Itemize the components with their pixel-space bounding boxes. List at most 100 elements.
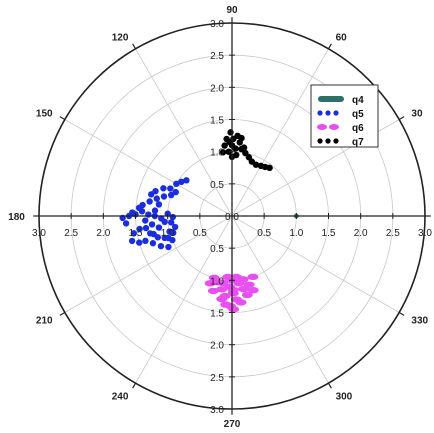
grid-spoke: [135, 48, 233, 217]
data-point: [173, 180, 180, 188]
radial-tick-label: 3.0: [418, 228, 432, 239]
radial-tick-label: 0.5: [210, 180, 224, 191]
angle-label-60: 60: [336, 33, 348, 44]
data-point: [238, 285, 250, 293]
data-point: [146, 198, 153, 205]
data-point: [136, 225, 143, 233]
data-point: [221, 142, 228, 149]
data-point: [155, 224, 163, 231]
legend-swatch: [333, 110, 339, 116]
data-point: [142, 237, 149, 245]
data-point: [167, 191, 175, 199]
legend-item-q4: q4: [318, 95, 364, 106]
series-q7: [219, 129, 273, 172]
radial-tick-label: 1.5: [210, 309, 224, 320]
data-point: [230, 273, 242, 281]
angle-label-330: 330: [411, 316, 428, 327]
data-point: [247, 287, 259, 294]
radial-tick-label: 3.0: [210, 405, 224, 416]
series-q5: [119, 177, 190, 251]
radial-tick-label: 3.0: [210, 19, 224, 30]
data-point: [164, 234, 172, 242]
radial-tick-label: 2.5: [386, 228, 400, 239]
angle-label-90: 90: [226, 5, 238, 16]
data-point: [145, 211, 152, 218]
radial-tick-label: 1.5: [129, 228, 143, 239]
angle-label-180: 180: [8, 212, 25, 223]
angle-label-300: 300: [336, 391, 353, 402]
data-point: [252, 161, 260, 168]
angle-tick: [132, 43, 137, 50]
data-point: [171, 223, 179, 231]
data-point: [135, 204, 143, 212]
radial-tick-label: 2.0: [354, 228, 368, 239]
radial-tick-label: 0.5: [210, 244, 224, 255]
radial-tick-label: 0.5: [257, 228, 271, 239]
angle-tick: [327, 382, 332, 389]
radial-tick-label: 2.5: [210, 51, 224, 62]
data-point: [225, 148, 232, 155]
angle-label-120: 120: [112, 33, 129, 44]
angle-label-240: 240: [112, 391, 129, 402]
legend-box: [310, 84, 379, 148]
data-point: [160, 185, 167, 192]
data-point: [247, 273, 259, 281]
angle-tick: [327, 43, 332, 50]
radial-tick-label: 1.0: [289, 228, 303, 239]
data-point: [165, 243, 172, 251]
data-point: [238, 134, 245, 142]
radial-tick-label: 2.5: [210, 373, 224, 384]
data-point: [183, 177, 190, 184]
data-point: [172, 188, 179, 196]
grid-spoke: [64, 215, 233, 313]
data-point: [157, 242, 165, 250]
data-point: [204, 280, 216, 287]
data-point: [219, 149, 227, 156]
data-point: [128, 237, 136, 245]
data-point: [243, 281, 255, 288]
data-point: [222, 273, 234, 281]
data-point: [129, 209, 136, 216]
legend-swatch: [318, 96, 344, 102]
data-point: [178, 178, 185, 186]
data-point: [149, 240, 157, 247]
legend-item-q6: q6: [317, 123, 364, 134]
data-point: [240, 144, 248, 151]
angle-tick: [398, 116, 405, 121]
legend-swatch: [329, 124, 339, 130]
data-point: [226, 138, 233, 146]
legend: q4 q5 q6 q7: [310, 84, 379, 148]
data-point: [241, 291, 253, 299]
data-point: [158, 215, 165, 222]
legend-label: q5: [352, 109, 364, 120]
series-layer: [119, 129, 299, 313]
radial-tick-label: 0.5: [193, 228, 207, 239]
legend-swatch: [317, 110, 323, 116]
data-point: [216, 295, 228, 303]
radial-tick-label: 2.0: [210, 341, 224, 352]
data-point: [227, 129, 234, 136]
data-point: [208, 274, 220, 282]
data-point: [155, 201, 163, 208]
radial-tick-label: 2.0: [210, 83, 224, 94]
angle-tick: [59, 116, 66, 121]
axis-layer: 3060901201501802102402703003300.00.50.50…: [8, 5, 432, 430]
data-point: [266, 164, 273, 172]
data-point: [160, 193, 168, 200]
angle-label-270: 270: [224, 419, 241, 428]
data-point: [227, 286, 239, 294]
grid-spoke: [231, 215, 400, 313]
angle-tick: [132, 382, 137, 389]
data-point: [216, 286, 228, 293]
data-point: [235, 299, 247, 306]
data-point: [232, 145, 239, 152]
radial-tick-label: 1.0: [210, 276, 224, 287]
radial-tick-label: 2.5: [64, 228, 78, 239]
grid-spoke: [231, 48, 329, 217]
radial-tick-label: 1.5: [210, 116, 224, 127]
legend-swatch: [333, 138, 339, 144]
legend-item-q7: q7: [317, 137, 364, 148]
data-point: [170, 229, 177, 237]
